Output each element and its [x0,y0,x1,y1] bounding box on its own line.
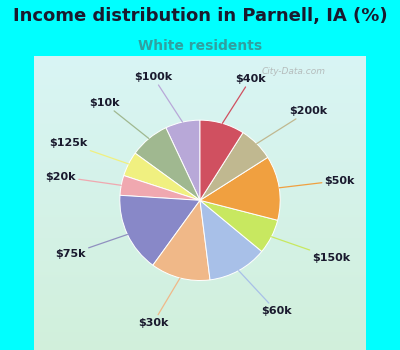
Wedge shape [153,200,210,280]
Wedge shape [124,153,200,200]
Wedge shape [200,133,268,200]
Wedge shape [200,200,262,280]
Text: $125k: $125k [49,138,128,164]
Text: $150k: $150k [272,237,350,262]
Text: $50k: $50k [279,176,355,188]
Text: $200k: $200k [257,106,327,144]
Wedge shape [135,128,200,200]
Text: $75k: $75k [55,234,128,259]
Wedge shape [120,195,200,265]
Text: $60k: $60k [239,271,291,316]
Text: $40k: $40k [222,74,266,123]
Text: $100k: $100k [134,72,182,122]
Text: $30k: $30k [138,278,180,328]
Text: City-Data.com: City-Data.com [262,67,326,76]
Text: White residents: White residents [138,39,262,53]
Wedge shape [200,200,278,251]
Text: $10k: $10k [89,98,149,139]
Text: Income distribution in Parnell, IA (%): Income distribution in Parnell, IA (%) [13,7,387,25]
Wedge shape [120,176,200,200]
Wedge shape [200,120,243,200]
Text: $20k: $20k [46,172,121,185]
Wedge shape [200,158,280,220]
Wedge shape [166,120,200,200]
